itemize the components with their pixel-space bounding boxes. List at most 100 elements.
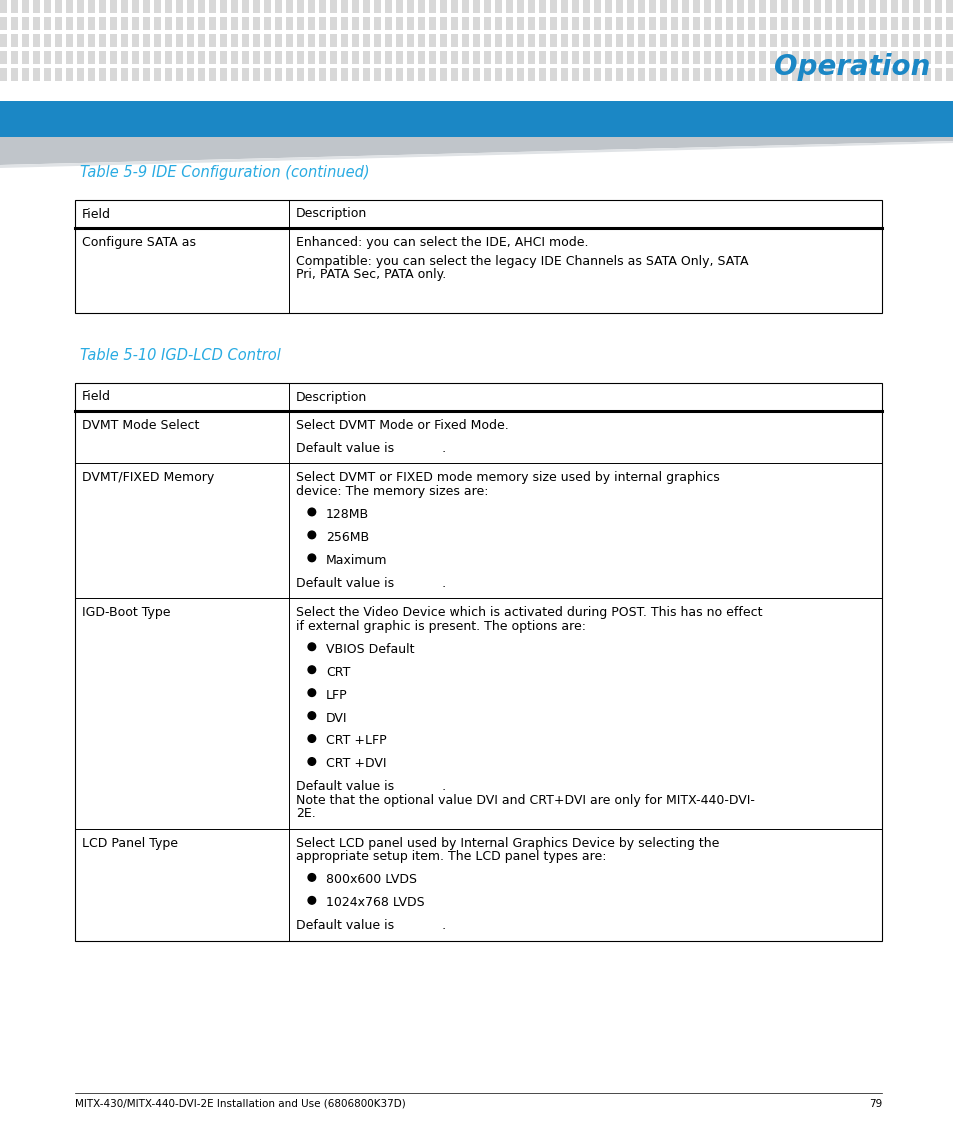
Bar	[495, 52, 501, 64]
Text: Note that the optional value DVI and CRT+DVI are only for MITX-440-DVI-: Note that the optional value DVI and CRT…	[295, 793, 754, 807]
Bar	[890, 34, 897, 47]
Bar	[791, 34, 799, 47]
Bar	[407, 52, 414, 64]
Bar	[77, 0, 84, 13]
Bar	[209, 17, 215, 30]
Bar	[495, 68, 501, 81]
Bar	[132, 68, 139, 81]
Bar	[846, 0, 853, 13]
Text: Enhanced: you can select the IDE, AHCI mode.: Enhanced: you can select the IDE, AHCI m…	[295, 236, 588, 248]
Bar	[44, 0, 51, 13]
Bar	[330, 52, 336, 64]
Bar	[121, 0, 128, 13]
Bar	[198, 52, 205, 64]
Bar	[901, 0, 908, 13]
Bar	[813, 68, 821, 81]
Bar	[374, 34, 380, 47]
Bar	[505, 52, 513, 64]
Bar	[395, 68, 402, 81]
Bar	[813, 52, 821, 64]
Bar	[395, 17, 402, 30]
Bar	[44, 52, 51, 64]
Bar	[813, 34, 821, 47]
Bar	[209, 34, 215, 47]
Bar	[527, 34, 535, 47]
Bar	[11, 68, 18, 81]
Bar	[187, 34, 193, 47]
Bar	[451, 68, 457, 81]
Bar	[417, 34, 424, 47]
Bar	[165, 17, 172, 30]
Bar	[22, 68, 29, 81]
Bar	[231, 0, 237, 13]
Bar	[132, 34, 139, 47]
Bar	[879, 52, 886, 64]
Circle shape	[308, 712, 315, 719]
Text: Default value is            .: Default value is .	[295, 781, 445, 793]
Bar	[879, 0, 886, 13]
Bar	[110, 34, 117, 47]
Text: Select the Video Device which is activated during POST. This has no effect: Select the Video Device which is activat…	[295, 606, 761, 619]
Bar	[220, 52, 227, 64]
Bar	[582, 68, 589, 81]
Bar	[143, 52, 150, 64]
Bar	[451, 52, 457, 64]
Bar	[318, 17, 326, 30]
Bar	[714, 34, 721, 47]
Bar	[835, 52, 842, 64]
Bar	[253, 34, 260, 47]
Bar	[33, 52, 40, 64]
Bar	[242, 34, 249, 47]
Bar	[846, 17, 853, 30]
Bar	[429, 68, 436, 81]
Bar	[901, 17, 908, 30]
Bar	[231, 52, 237, 64]
Bar	[824, 34, 831, 47]
Bar	[165, 52, 172, 64]
Bar	[417, 17, 424, 30]
Bar	[153, 17, 161, 30]
Bar	[572, 0, 578, 13]
Bar	[572, 68, 578, 81]
Bar	[209, 0, 215, 13]
Bar	[110, 52, 117, 64]
Bar	[340, 0, 348, 13]
Text: Pri, PATA Sec, PATA only.: Pri, PATA Sec, PATA only.	[295, 268, 446, 281]
Bar	[659, 68, 666, 81]
Bar	[385, 17, 392, 30]
Bar	[934, 17, 941, 30]
Bar	[495, 0, 501, 13]
Bar	[638, 52, 644, 64]
Bar	[835, 0, 842, 13]
Bar	[923, 0, 930, 13]
Bar	[274, 68, 282, 81]
Bar	[318, 34, 326, 47]
Bar	[153, 34, 161, 47]
Bar	[165, 34, 172, 47]
Circle shape	[308, 735, 315, 742]
Bar	[198, 34, 205, 47]
Circle shape	[308, 897, 315, 905]
Bar	[308, 52, 314, 64]
Bar	[901, 68, 908, 81]
Bar	[638, 34, 644, 47]
Bar	[725, 52, 732, 64]
Bar	[616, 68, 622, 81]
Text: IGD-Boot Type: IGD-Boot Type	[82, 606, 171, 619]
Bar	[99, 52, 106, 64]
Bar	[802, 17, 809, 30]
Bar	[395, 34, 402, 47]
Bar	[659, 17, 666, 30]
Bar	[901, 34, 908, 47]
Bar	[175, 68, 183, 81]
Bar	[66, 52, 73, 64]
Text: MITX-430/MITX-440-DVI-2E Installation and Use (6806800K37D): MITX-430/MITX-440-DVI-2E Installation an…	[75, 1099, 405, 1110]
Bar	[890, 17, 897, 30]
Bar	[604, 68, 612, 81]
Bar	[781, 17, 787, 30]
Bar	[198, 68, 205, 81]
Bar	[517, 52, 523, 64]
Bar	[550, 34, 557, 47]
Bar	[429, 17, 436, 30]
Circle shape	[308, 554, 315, 562]
